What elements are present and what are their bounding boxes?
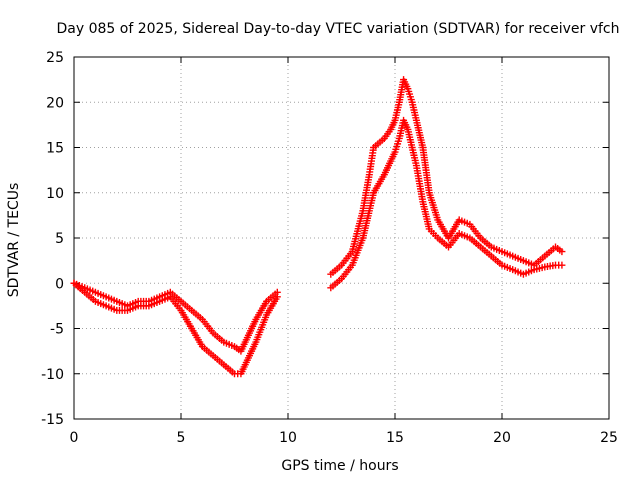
data-point-marker — [273, 293, 281, 301]
x-tick-label: 5 — [177, 430, 186, 446]
x-tick-label: 25 — [600, 430, 618, 446]
data-series — [70, 76, 566, 378]
y-axis-label: SDTVAR / TECUs — [6, 183, 22, 298]
grid — [74, 57, 609, 419]
y-tick-label: -15 — [41, 412, 64, 428]
y-tick-label: 15 — [46, 141, 64, 157]
data-point-marker — [558, 248, 566, 256]
x-tick-label: 0 — [70, 430, 79, 446]
x-tick-label: 20 — [493, 430, 511, 446]
chart-title: Day 085 of 2025, Sidereal Day-to-day VTE… — [56, 21, 619, 37]
y-tick-label: 25 — [46, 50, 64, 66]
y-tick-label: 10 — [46, 186, 64, 202]
y-tick-label: -5 — [50, 322, 64, 338]
y-tick-label: -10 — [41, 367, 64, 383]
axis-ticks: 0 5 10 15 20 25 -15 -10 -5 0 5 10 15 20 25 — [41, 50, 618, 446]
y-tick-label: 0 — [55, 276, 64, 292]
data-point-marker — [558, 261, 566, 269]
x-tick-label: 15 — [386, 430, 404, 446]
x-tick-label: 10 — [279, 430, 297, 446]
series-2 — [70, 116, 566, 378]
series-1 — [70, 76, 566, 355]
y-tick-label: 20 — [46, 95, 64, 111]
x-axis-label: GPS time / hours — [281, 458, 398, 474]
y-tick-label: 5 — [55, 231, 64, 247]
